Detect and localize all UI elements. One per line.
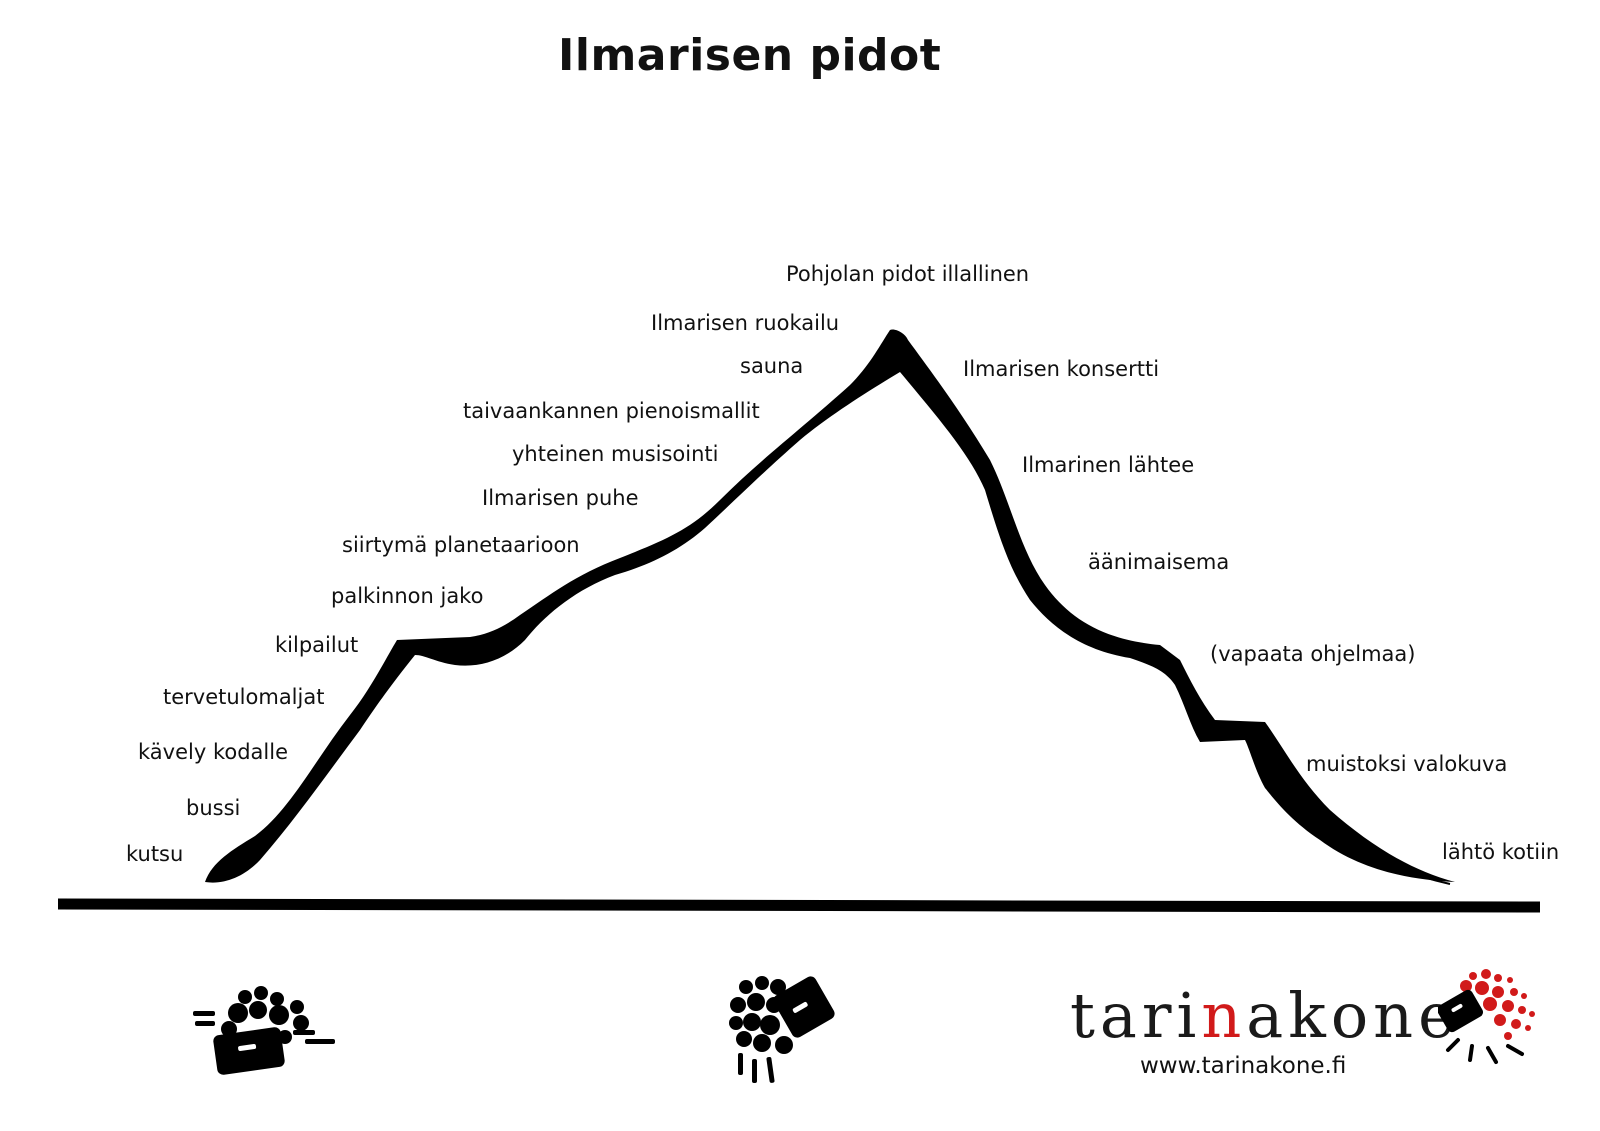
stage-label-pohjolan: Pohjolan pidot illallinen xyxy=(786,262,1030,286)
stage-label-kavely: kävely kodalle xyxy=(138,740,288,764)
story-arc xyxy=(205,329,1455,883)
tarinakone-burst-icon xyxy=(1438,969,1535,1064)
stage-label-aanimaisema: äänimaisema xyxy=(1088,550,1230,574)
moving-crowd-icon xyxy=(193,986,335,1075)
stage-label-vapaata: (vapaata ohjelmaa) xyxy=(1210,642,1416,666)
diagram-title: Ilmarisen pidot xyxy=(558,30,942,81)
falling-crowd-icon xyxy=(729,976,835,1083)
stage-label-puhe: Ilmarisen puhe xyxy=(482,486,639,510)
tarinakone-logo: tarinakone xyxy=(1070,985,1460,1047)
logo-text-n: n xyxy=(1201,979,1247,1052)
stage-label-valokuva: muistoksi valokuva xyxy=(1306,752,1508,776)
stage-label-bussi: bussi xyxy=(186,796,241,820)
stage-label-konsertti: Ilmarisen konsertti xyxy=(963,357,1160,381)
website-url: www.tarinakone.fi xyxy=(1140,1053,1347,1079)
stage-label-musisointi: yhteinen musisointi xyxy=(512,442,719,466)
stage-label-taivaankannen: taivaankannen pienoismallit xyxy=(463,399,760,423)
logo-text-akone: akone xyxy=(1246,979,1460,1052)
brush-texture xyxy=(1184,689,1451,885)
stage-label-lahtee: Ilmarinen lähtee xyxy=(1022,453,1195,477)
stage-label-kotiin: lähtö kotiin xyxy=(1442,840,1560,864)
stage-label-tervetulomaljat: tervetulomaljat xyxy=(163,685,325,709)
stage-label-sauna: sauna xyxy=(740,354,804,378)
stage-label-kutsu: kutsu xyxy=(126,842,184,866)
stage-label-ruokailu: Ilmarisen ruokailu xyxy=(651,311,840,335)
stage-label-palkinnon: palkinnon jako xyxy=(331,584,484,608)
stage-label-siirtyma: siirtymä planetaarioon xyxy=(342,533,580,557)
baseline xyxy=(57,898,1541,913)
stage-label-kilpailut: kilpailut xyxy=(275,633,359,657)
logo-text-tari: tari xyxy=(1070,979,1202,1052)
